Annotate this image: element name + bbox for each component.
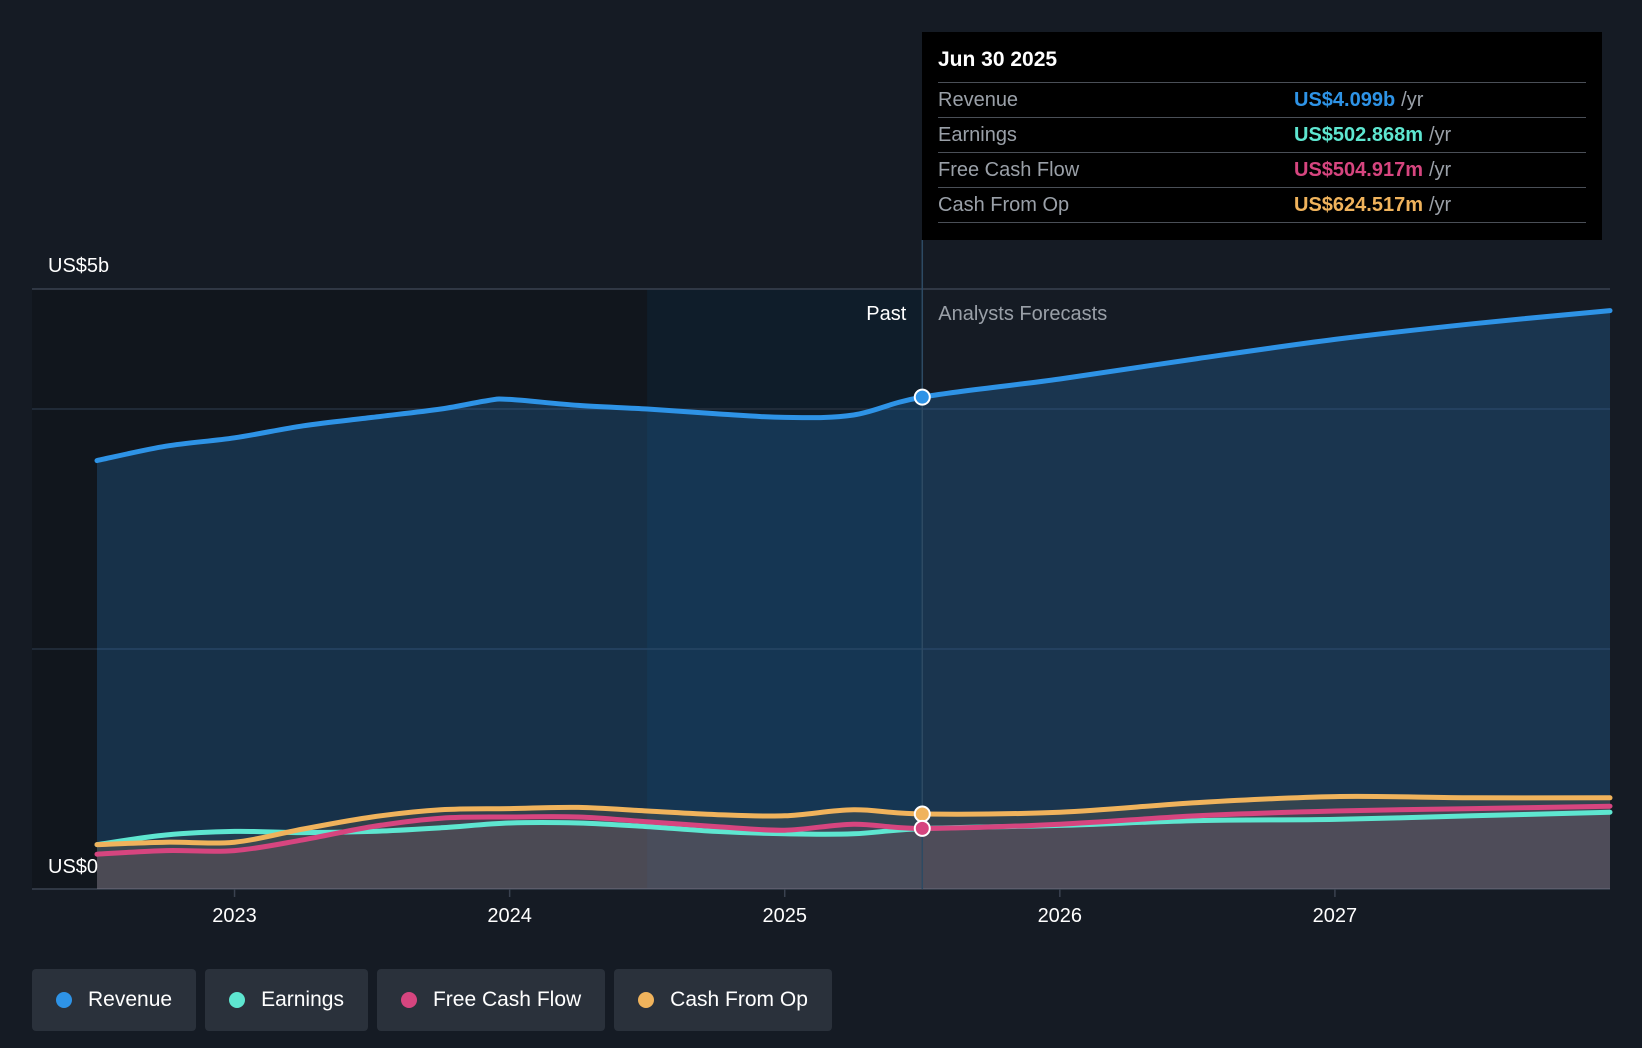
earnings-area <box>97 812 1610 889</box>
earnings-line <box>94 809 1613 848</box>
legend-dot-icon <box>400 992 417 1008</box>
tooltip-label: Earnings <box>938 124 1017 146</box>
legend-item-earnings[interactable]: Earnings <box>205 969 368 1031</box>
tooltip: Jun 30 2025 Revenue US$4.099b /yr Earnin… <box>922 32 1602 240</box>
tooltip-label: Revenue <box>938 89 1019 111</box>
y-axis: US$5b US$0 <box>48 255 109 878</box>
cash-from-op-line <box>94 793 1613 848</box>
free-cash-flow-marker <box>913 819 931 837</box>
tooltip-unit: /yr <box>1428 124 1452 146</box>
legend-item-free-cash-flow[interactable]: Free Cash Flow <box>376 969 606 1031</box>
revenue-line <box>94 308 1613 464</box>
tooltip-value: US$504.917m <box>1294 159 1423 181</box>
tooltip-row-cash-from-op: Cash From Op US$624.517m /yr <box>938 187 1586 223</box>
forecast-region-background <box>922 289 1610 889</box>
tooltip-row-free-cash-flow: Free Cash Flow US$504.917m /yr <box>938 152 1586 187</box>
tooltip-unit: /yr <box>1401 89 1424 111</box>
tooltip-row-revenue: Revenue US$4.099b /yr <box>938 82 1586 117</box>
x-tick-label: 2025 <box>762 905 807 927</box>
x-tick-label: 2026 <box>1038 905 1083 927</box>
free-cash-flow-line <box>94 803 1613 857</box>
legend-dot-icon <box>229 992 246 1008</box>
legend-label: Cash From Op <box>670 988 808 1011</box>
legend-label: Free Cash Flow <box>432 988 582 1011</box>
tooltip-unit: /yr <box>1428 159 1452 181</box>
tooltip-value: US$624.517m <box>1294 194 1423 216</box>
revenue-marker <box>913 388 931 406</box>
x-tick-label: 2027 <box>1313 905 1358 927</box>
x-tick-label: 2023 <box>212 905 257 927</box>
legend-label: Earnings <box>261 988 344 1011</box>
past-region-background <box>32 289 648 889</box>
tooltip-value: US$502.868m <box>1294 124 1423 146</box>
cash-from-op-marker <box>913 805 931 823</box>
legend-item-cash-from-op[interactable]: Cash From Op <box>614 969 832 1031</box>
hover-markers <box>913 388 931 837</box>
tooltip-row-earnings: Earnings US$502.868m /yr <box>938 117 1586 152</box>
series-lines <box>94 308 1613 857</box>
legend-dot-icon <box>56 992 72 1008</box>
legend-item-revenue[interactable]: Revenue <box>32 969 197 1031</box>
x-axis: 2023 2024 2025 2026 2027 <box>212 889 1357 927</box>
forecast-label: Analysts Forecasts <box>938 303 1107 325</box>
legend: Revenue Earnings Free Cash Flow Cash Fro… <box>32 969 832 1031</box>
gridlines <box>32 288 1610 890</box>
legend-dot-icon <box>638 992 655 1008</box>
tooltip-label: Cash From Op <box>938 194 1070 216</box>
highlight-region-background <box>647 289 923 889</box>
y-axis-label: US$0 <box>48 856 98 878</box>
y-axis-label: US$5b <box>48 255 109 277</box>
x-tick-label: 2024 <box>487 905 532 927</box>
revenue-area <box>97 310 1610 890</box>
tooltip-value: US$4.099b <box>1294 89 1396 111</box>
tooltip-date: Jun 30 2025 <box>938 48 1058 71</box>
legend-label: Revenue <box>88 988 173 1011</box>
tooltip-unit: /yr <box>1428 194 1452 216</box>
tooltip-label: Free Cash Flow <box>938 159 1080 181</box>
series-areas <box>97 310 1610 890</box>
past-label: Past <box>866 303 906 325</box>
